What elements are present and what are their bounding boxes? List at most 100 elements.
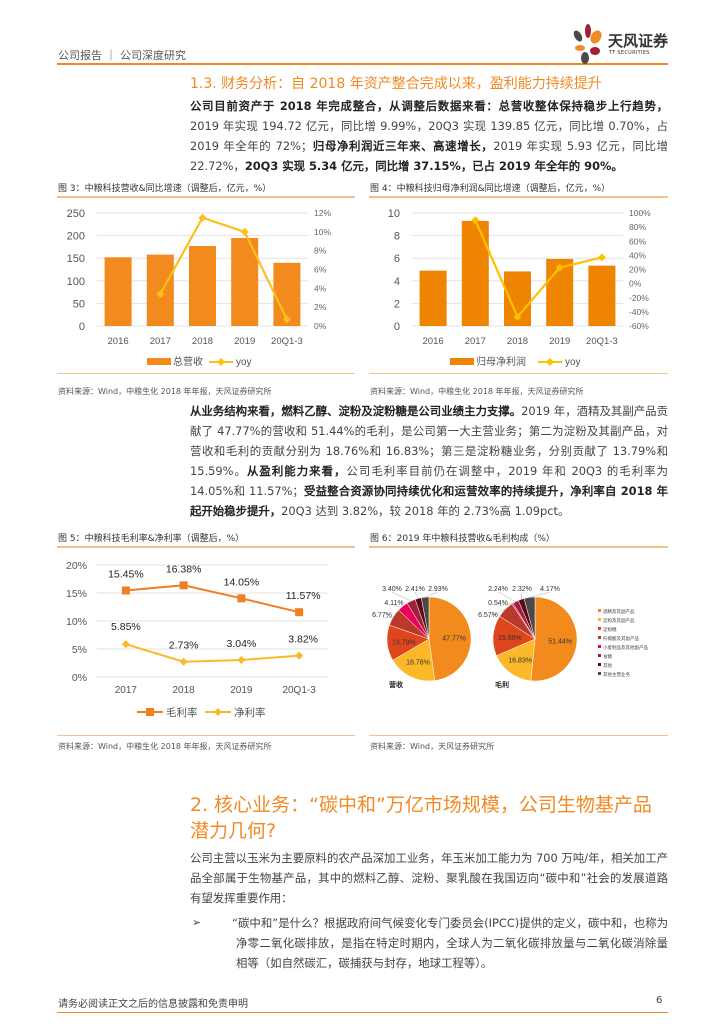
fig5-divider (57, 546, 355, 548)
data-label: 11.57% (286, 590, 321, 602)
slice-label: 18.78% (406, 660, 430, 667)
y-tick-label: 250 (67, 208, 85, 220)
fig4-divider (369, 196, 668, 198)
y-tick-label: 4 (394, 276, 400, 288)
legend-label: 酒精及其副产品 (603, 608, 635, 615)
legend-label: 小麦制品及其他副产品 (603, 644, 648, 651)
y2-tick-label: -40% (629, 307, 649, 317)
legend-label: 淀粉糖 (603, 626, 617, 633)
legend-label: 毛利率 (166, 706, 198, 719)
logo-subtext: TF SECURITIES (609, 50, 650, 56)
legend-label: 归母净利润 (476, 355, 526, 368)
legend-label: yoy (236, 357, 252, 368)
fig4-chart: 0 2 4 6 8 10 -60% -40% -20% 0% 20% 40% 60% 80% 100% 201… (388, 208, 651, 368)
label-leader-line (520, 591, 523, 600)
text-segment: 受益整合资源协同持续优化和运营效率的持续提升，净利率自 2018 年起开始稳步提… (190, 484, 668, 518)
data-label: 5.85% (111, 621, 141, 633)
legend-label: 柠檬酸及其副产品 (603, 635, 639, 642)
data-label: 3.04% (226, 638, 256, 650)
y-tick-label: 0% (72, 672, 87, 684)
yoy-line (159, 216, 288, 320)
legend-swatch (598, 645, 601, 648)
fig3-bottom-line (57, 373, 355, 374)
report-type: 公司报告 ｜ 公司深度研究 (58, 49, 186, 62)
x-tick-label: 2017 (465, 336, 486, 347)
fig5-bottom-line (57, 735, 355, 736)
square-marker (295, 608, 304, 617)
y2-tick-label: 2% (314, 302, 327, 312)
legend-label: 其他主营业务 (603, 671, 630, 678)
x-tick-label: 2016 (423, 336, 444, 347)
slice-label: 47.77% (442, 635, 466, 642)
text-segment: 从盈利能力来看， (246, 464, 347, 478)
label-leader-line (414, 591, 419, 599)
yoy-marker (471, 216, 480, 225)
fig6-source: 资料来源：Wind，天风证券研究所 (370, 742, 495, 751)
text-segment: 20Q3 实现 5.34 亿元，同比增 37.15%，已占 2019 年全年的 … (244, 159, 623, 173)
legend-swatch (598, 609, 601, 612)
yoy-marker (513, 312, 522, 321)
legend-marker (146, 708, 154, 716)
footer-divider (57, 1012, 668, 1013)
pie-slice (496, 638, 536, 682)
text-segment: 从业务结构来看，燃料乙醇、淀粉及淀粉糖是公司业绩主力支撑。 (190, 404, 522, 418)
data-label: 14.05% (224, 576, 260, 588)
legend-marker (217, 358, 225, 366)
legend-label: 其他 (603, 662, 612, 669)
pie-slice (392, 638, 436, 682)
section-heading-2: 2. 核心业务：“碳中和”万亿市场规模，公司生物基产品潜力几何? (190, 794, 652, 842)
fig6-divider (369, 546, 668, 548)
label-leader-line (497, 591, 516, 602)
text-segment: 归母净利润近三年来、高速增长， (312, 139, 494, 153)
diamond-marker (179, 657, 188, 666)
header-divider (57, 63, 668, 65)
x-tick-label: 2019 (234, 336, 255, 347)
label-leader-line (425, 591, 439, 598)
data-label: 16.38% (166, 563, 202, 575)
square-marker (179, 581, 188, 590)
legend-swatch (598, 618, 601, 621)
series-line (125, 584, 300, 614)
slice-label: 16.83% (508, 657, 532, 664)
y-tick-label: 6 (394, 253, 400, 265)
text-segment: 公司毛利率目前仍在调整中，2019 年和 20Q3 的毛利率为 14.05%和 … (190, 464, 668, 498)
bar (588, 265, 616, 326)
legend-marker (546, 358, 554, 366)
text-segment: 2019 年实现 5.93 亿元，同比增 22.72%， (190, 139, 668, 173)
slice-label: 4.11% (384, 600, 403, 607)
bar (188, 245, 217, 326)
x-tick-label: 20Q1-3 (271, 336, 303, 347)
slice-label: 6.57% (478, 612, 498, 619)
x-tick-label: 2017 (115, 685, 138, 696)
slice-label: 3.40% (382, 586, 402, 593)
y-tick-label: 200 (67, 231, 85, 243)
fig5-chart: 0% 5% 10% 15% 20% 2017 2018 2019 20Q1-3 15.45% 16.… (66, 560, 328, 719)
label-leader-line (497, 603, 513, 607)
section-heading-1-3: 1.3. 财务分析：自 2018 年资产整合完成以来，盈利能力持续提升 (190, 76, 602, 92)
legend-swatch (598, 663, 601, 666)
y2-tick-label: 4% (314, 283, 327, 293)
y2-tick-label: 100% (629, 208, 651, 218)
page-number: 6 (656, 995, 663, 1006)
paragraph-financial-analysis: 公司目前资产于 2018 年完成整合，从调整后数据来看：总营收整体保持稳步上行趋… (190, 96, 668, 176)
y-tick-label: 50 (73, 298, 85, 310)
bullet-carbon-neutral: “碳中和”是什么？根据政府间气候变化专门委员会(IPCC)提供的定义，碳中和，也… (232, 916, 668, 970)
legend-marker (214, 708, 222, 716)
y2-tick-label: -20% (629, 293, 649, 303)
y-tick-label: 20% (66, 560, 87, 572)
legend-swatch (598, 636, 601, 639)
yoy-marker (156, 289, 165, 298)
fig6-title: 图 6：2019 年中粮科技营收&毛利构成（%） (370, 534, 555, 544)
label-leader-line (381, 616, 394, 619)
square-marker (237, 594, 246, 603)
series-line (125, 643, 300, 663)
slice-label: 0.54% (488, 600, 508, 607)
y2-tick-label: -60% (629, 321, 649, 331)
slice-label: 15.59% (498, 635, 522, 642)
legend-label: 总营收 (173, 355, 203, 368)
fig6-bottom-line (369, 735, 668, 736)
diamond-marker (121, 640, 130, 649)
y-tick-label: 5% (72, 644, 87, 656)
fig3-divider (57, 196, 355, 198)
x-tick-label: 20Q1-3 (586, 336, 618, 347)
